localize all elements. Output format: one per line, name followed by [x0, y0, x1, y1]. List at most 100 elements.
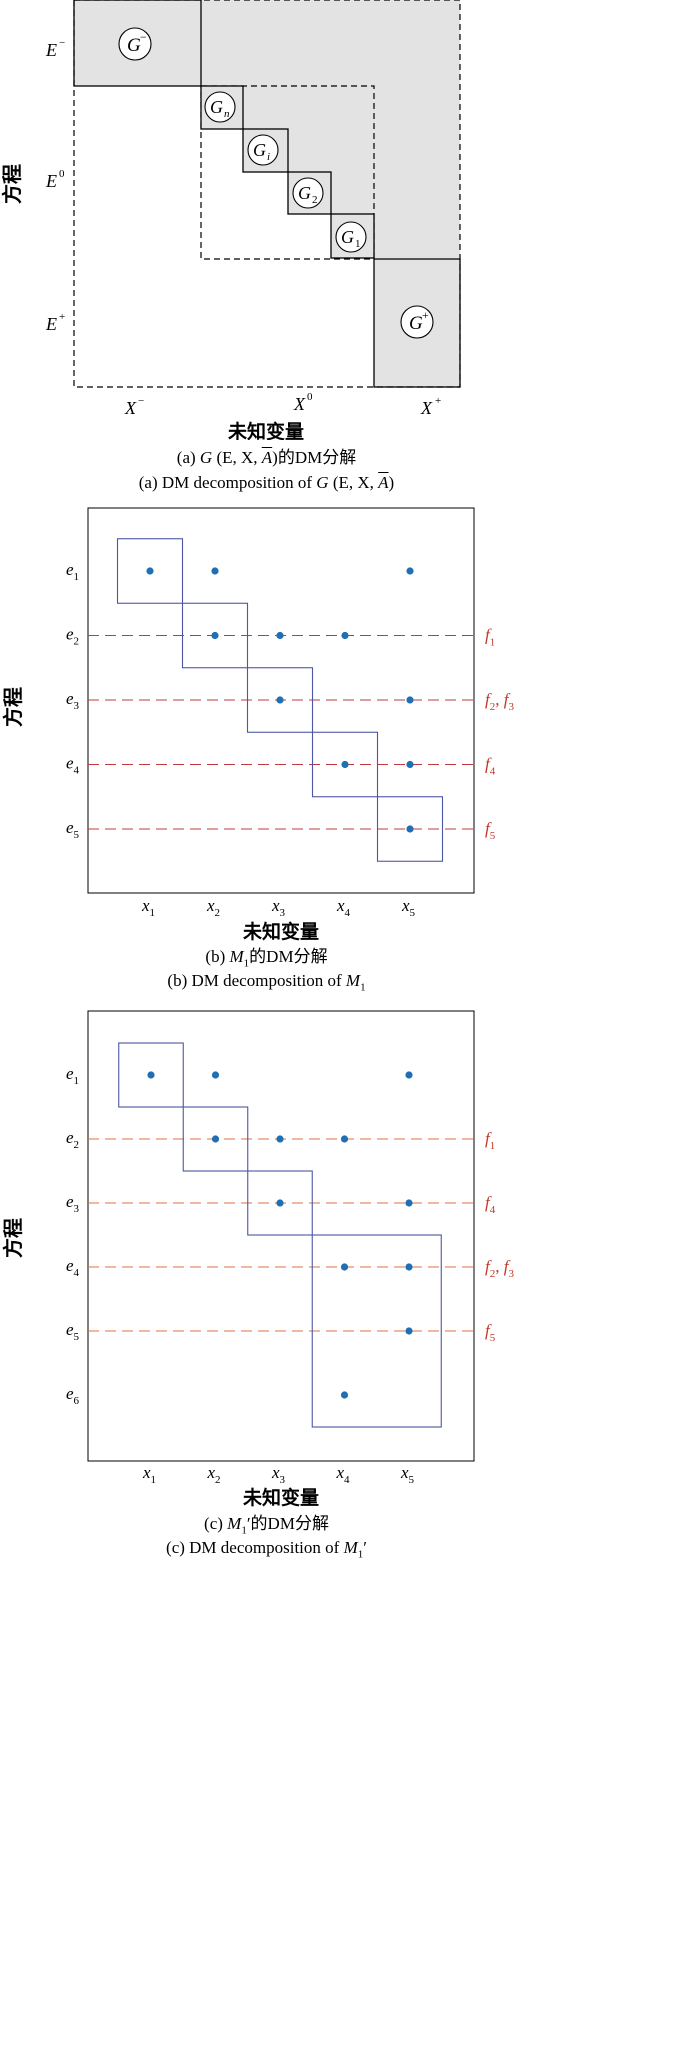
svg-text:E: E [45, 314, 57, 334]
col-label-x2: x2 [206, 896, 220, 919]
row-label-e-minus: E − [45, 37, 65, 60]
block-3 [247, 1170, 313, 1236]
point-e3-x3 [276, 696, 284, 704]
point-e2-x3 [276, 1135, 284, 1143]
x-axis-title: 未知变量 [227, 420, 304, 440]
point-e6-x4 [340, 1391, 349, 1399]
f-label-row-2: f1 [485, 626, 495, 649]
f-label-row-5: f5 [485, 819, 496, 842]
svg-text:G: G [253, 140, 266, 160]
point-e4-x4 [341, 760, 349, 769]
svg-text:X: X [124, 398, 137, 418]
figure-b-caption-en: (b) DM decomposition of M1 [167, 971, 366, 994]
figure-b-caption-cn: (b) M1的DM分解 [205, 947, 328, 970]
col-label-x1: x1 [142, 1463, 156, 1486]
y-axis-title: 方程 [1, 687, 25, 727]
svg-text:0: 0 [307, 391, 313, 403]
point-e4-x5 [405, 1263, 413, 1271]
f-label-row-5: f5 [485, 1321, 496, 1344]
point-e1-x2 [211, 1071, 220, 1079]
figure-b: e1 e2 e3 e4 e5 x1 x2 x3 x4 x5 f1 f2, f3 f4 f5 方程 未知… [0, 505, 533, 1000]
svg-text:−: − [59, 37, 65, 49]
figure-c-caption-cn: (c) M1′的DM分解 [204, 1514, 329, 1537]
row-label-e3: e3 [66, 1192, 80, 1215]
col-label-x4: x4 [336, 1463, 351, 1486]
y-axis-title: 方程 [1, 1218, 25, 1258]
row-label-e3: e3 [66, 689, 80, 712]
col-label-x-zero: X 0 [293, 391, 313, 414]
row-label-e1: e1 [66, 1064, 79, 1087]
point-e2-x2 [211, 1135, 220, 1143]
row-label-e5: e5 [66, 1320, 80, 1343]
col-label-x2: x2 [207, 1463, 221, 1486]
svg-text:0: 0 [59, 168, 65, 180]
point-e2-x4 [341, 631, 349, 640]
f-label-row-4: f2, f3 [485, 1257, 514, 1280]
plot-frame [87, 1010, 475, 1462]
figure-c: e1 e2 e3 e4 e5 e6 x1 x2 x3 x4 x5 f1 f4 f2, f3 f5 方程 … [0, 1008, 533, 1568]
col-label-x-minus: X − [124, 395, 144, 418]
point-e3-x5 [406, 696, 414, 704]
svg-text:1: 1 [355, 238, 361, 250]
svg-text:−: − [138, 395, 144, 407]
block-5 [376, 796, 444, 862]
svg-text:G: G [409, 313, 423, 334]
col-label-x-plus: X + [420, 395, 441, 418]
block-1 [118, 1042, 184, 1108]
point-e4-x4 [340, 1263, 349, 1271]
point-e5-x5 [405, 1327, 413, 1335]
block-1 [116, 538, 184, 604]
row-label-e-plus: E + [45, 311, 65, 334]
point-e1-x1 [147, 1071, 155, 1079]
svg-text:−: − [140, 30, 147, 44]
f-label-row-3: f2, f3 [485, 690, 514, 713]
block-2 [182, 1106, 249, 1172]
f-label-row-4: f4 [485, 755, 496, 778]
point-e1-x2 [211, 567, 219, 575]
svg-text:G: G [298, 183, 311, 203]
point-e1-x5 [406, 567, 414, 575]
g-minus-node: G − [118, 27, 152, 61]
y-axis-title: 方程 [0, 164, 24, 204]
point-e1-x1 [146, 567, 154, 575]
figure-b-plot: e1 e2 e3 e4 e5 x1 x2 x3 x4 x5 f1 f2, f3 f4 f5 方程 未知… [1, 507, 514, 943]
svg-text:G: G [341, 227, 354, 247]
point-e3-x5 [405, 1199, 413, 1207]
figure-c-caption-en: (c) DM decomposition of M1′ [166, 1538, 367, 1561]
svg-text:2: 2 [312, 194, 318, 206]
g-n-node: G n [204, 91, 236, 123]
col-label-x1: x1 [141, 896, 155, 919]
svg-text:i: i [267, 151, 270, 163]
block-4 [311, 731, 379, 798]
point-e2-x2 [211, 631, 219, 640]
svg-text:n: n [224, 108, 230, 120]
point-e1-x5 [405, 1071, 413, 1079]
col-label-x5: x5 [401, 896, 416, 919]
point-e4-x5 [406, 760, 414, 769]
g-2-node: G 2 [292, 177, 324, 209]
svg-text:+: + [59, 311, 65, 323]
figure-a-diagram: G − G n G i G 2 G 1 G + E [0, 0, 461, 440]
row-label-e2: e2 [66, 625, 79, 648]
col-label-x3: x3 [271, 896, 286, 919]
g-i-node: G i [247, 134, 279, 166]
row-label-e2: e2 [66, 1128, 79, 1151]
block-2 [181, 602, 249, 669]
g-plus-node: G + [400, 305, 434, 339]
row-label-e-zero: E 0 [45, 168, 65, 191]
svg-text:E: E [45, 40, 57, 60]
svg-text:+: + [422, 308, 429, 322]
row-label-e4: e4 [66, 754, 80, 777]
point-e2-x3 [276, 631, 284, 640]
svg-text:G: G [210, 97, 223, 117]
x-axis-title: 未知变量 [242, 1486, 319, 1509]
f-label-row-2: f1 [485, 1129, 495, 1152]
row-label-e1: e1 [66, 560, 79, 583]
figure-a-caption-cn: (a) G (E, X, A)的DM分解 [176, 448, 357, 467]
row-label-e5: e5 [66, 818, 80, 841]
col-label-x4: x4 [336, 896, 351, 919]
x-axis-title: 未知变量 [242, 920, 319, 943]
point-e5-x5 [406, 825, 414, 833]
col-label-x3: x3 [271, 1463, 286, 1486]
